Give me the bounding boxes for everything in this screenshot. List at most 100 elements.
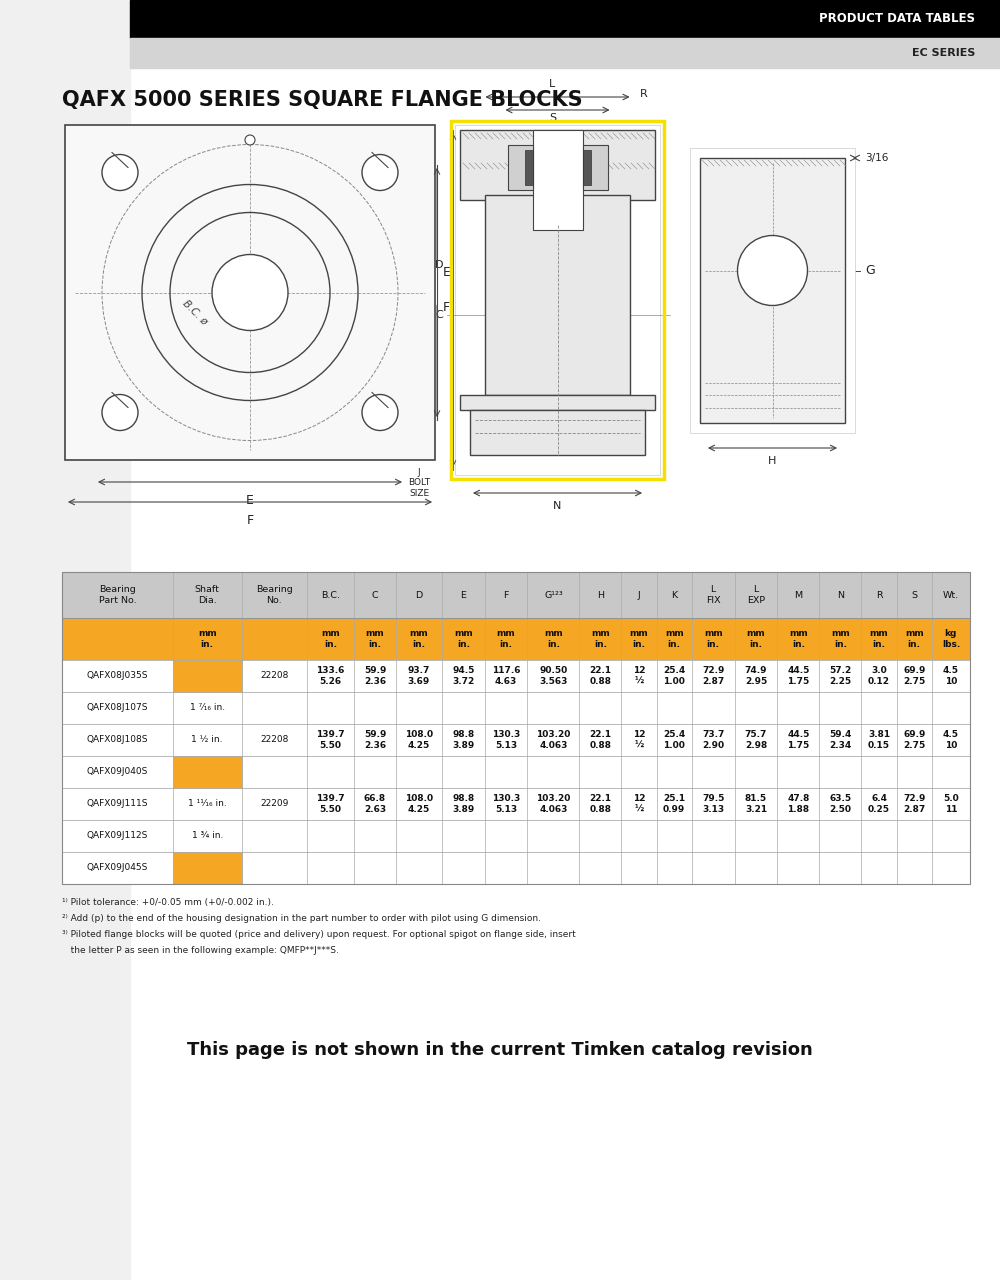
Text: 108.0
4.25: 108.0 4.25	[405, 795, 433, 814]
Text: L: L	[549, 79, 556, 90]
Text: the letter P as seen in the following example: QMFP**J***S.: the letter P as seen in the following ex…	[62, 946, 339, 955]
Bar	[700, 157, 845, 422]
Text: 72.9
2.87: 72.9 2.87	[702, 667, 724, 686]
Text: 12
½: 12 ½	[633, 795, 645, 814]
Text: Bearing
No.: Bearing No.	[256, 585, 292, 604]
Text: 133.6
5.26: 133.6 5.26	[316, 667, 344, 686]
Bar	[130, 38, 1000, 68]
Text: ¹⁾ Pilot tolerance: +0/-0.05 mm (+0/-0.002 in.).: ¹⁾ Pilot tolerance: +0/-0.05 mm (+0/-0.0…	[62, 899, 274, 908]
Text: R: R	[640, 90, 647, 99]
Bar	[173, 660, 242, 692]
Text: QAFX09J112S: QAFX09J112S	[87, 832, 148, 841]
Bar	[460, 396, 655, 410]
Bar	[470, 410, 645, 454]
Text: ²⁾ Add (p) to the end of the housing designation in the part number to order wit: ²⁾ Add (p) to the end of the housing des…	[62, 914, 541, 923]
Bar	[173, 852, 242, 884]
Bar	[62, 572, 970, 618]
Text: QAFX09J111S: QAFX09J111S	[87, 800, 148, 809]
Text: 73.7
2.90: 73.7 2.90	[702, 731, 724, 750]
Bar	[62, 572, 970, 884]
Text: 22208: 22208	[260, 736, 288, 745]
Text: 25.4
1.00: 25.4 1.00	[663, 667, 685, 686]
Text: 5.0
11: 5.0 11	[943, 795, 959, 814]
Text: ³⁾ Piloted flange blocks will be quoted (price and delivery) upon request. For o: ³⁾ Piloted flange blocks will be quoted …	[62, 931, 576, 940]
Text: N: N	[837, 590, 844, 599]
Text: 139.7
5.50: 139.7 5.50	[316, 795, 345, 814]
Text: 22.1
0.88: 22.1 0.88	[589, 795, 612, 814]
Text: M: M	[794, 590, 802, 599]
Text: QAFX09J045S: QAFX09J045S	[87, 864, 148, 873]
Text: This page is not shown in the current Timken catalog revision: This page is not shown in the current Ti…	[187, 1041, 813, 1059]
Text: mm
in.: mm in.	[870, 630, 888, 649]
Text: 57.2
2.25: 57.2 2.25	[829, 667, 852, 686]
Text: 90.50
3.563: 90.50 3.563	[539, 667, 568, 686]
Text: 35 mm: 35 mm	[187, 671, 227, 681]
Text: 44.5
1.75: 44.5 1.75	[787, 667, 810, 686]
Text: S: S	[911, 590, 917, 599]
Bar	[173, 756, 242, 788]
Bar	[62, 660, 970, 692]
Text: 1 ⁷⁄₁₆ in.: 1 ⁷⁄₁₆ in.	[190, 704, 225, 713]
Text: B.C.: B.C.	[321, 590, 340, 599]
Text: C: C	[372, 590, 378, 599]
Text: QAFX08J107S: QAFX08J107S	[87, 704, 148, 713]
Text: C: C	[435, 310, 443, 320]
Text: F: F	[503, 590, 509, 599]
Text: QAFX08J035S: QAFX08J035S	[87, 672, 148, 681]
Text: mm
in.: mm in.	[789, 630, 808, 649]
Text: mm
in.: mm in.	[704, 630, 723, 649]
Text: Bearing
Part No.: Bearing Part No.	[99, 585, 136, 604]
Text: EC SERIES: EC SERIES	[912, 47, 975, 58]
Text: 74.9
2.95: 74.9 2.95	[745, 667, 767, 686]
Text: 69.9
2.75: 69.9 2.75	[903, 667, 925, 686]
Bar	[582, 150, 590, 186]
Text: J: J	[638, 590, 640, 599]
Text: K: K	[604, 303, 611, 314]
Text: 130.3
5.13: 130.3 5.13	[492, 731, 520, 750]
Text: mm
in.: mm in.	[544, 630, 563, 649]
Text: mm
in.: mm in.	[905, 630, 924, 649]
Bar	[582, 145, 608, 189]
Text: 130.3
5.13: 130.3 5.13	[492, 795, 520, 814]
Text: D: D	[415, 590, 423, 599]
Text: 45 mm: 45 mm	[187, 863, 227, 873]
Text: 59.4
2.34: 59.4 2.34	[829, 731, 852, 750]
Bar	[62, 788, 970, 820]
Text: 98.8
3.89: 98.8 3.89	[452, 795, 474, 814]
Circle shape	[212, 255, 288, 330]
Text: mm
in.: mm in.	[665, 630, 684, 649]
Text: 22.1
0.88: 22.1 0.88	[589, 731, 612, 750]
Text: H: H	[559, 431, 566, 442]
Bar	[532, 131, 582, 230]
Text: 103.20
4.063: 103.20 4.063	[536, 731, 571, 750]
Text: 12
½: 12 ½	[633, 667, 645, 686]
Text: QAFX 5000 SERIES SQUARE FLANGE BLOCKS: QAFX 5000 SERIES SQUARE FLANGE BLOCKS	[62, 90, 583, 110]
Text: 94.5
3.72: 94.5 3.72	[452, 667, 474, 686]
Text: 25.1
0.99: 25.1 0.99	[663, 795, 685, 814]
Text: mm
in.: mm in.	[831, 630, 850, 649]
Bar	[524, 150, 532, 186]
Circle shape	[245, 134, 255, 145]
Circle shape	[738, 236, 808, 306]
Text: 22208: 22208	[260, 672, 288, 681]
Bar	[62, 692, 970, 724]
Text: Wt.: Wt.	[943, 590, 959, 599]
Bar	[130, 0, 1000, 38]
Text: H: H	[768, 456, 777, 466]
Text: 117.6
4.63: 117.6 4.63	[492, 667, 520, 686]
Text: 25.4
1.00: 25.4 1.00	[663, 731, 685, 750]
Text: PRODUCT DATA TABLES: PRODUCT DATA TABLES	[819, 13, 975, 26]
Text: 22.1
0.88: 22.1 0.88	[589, 667, 612, 686]
Text: L
EXP: L EXP	[747, 585, 765, 604]
Text: 108.0
4.25: 108.0 4.25	[405, 731, 433, 750]
Text: L
FIX: L FIX	[706, 585, 721, 604]
Text: kg
lbs.: kg lbs.	[942, 630, 960, 649]
Bar	[451, 122, 664, 479]
Text: 1 ½ in.: 1 ½ in.	[191, 736, 223, 745]
Text: 75.7
2.98: 75.7 2.98	[745, 731, 767, 750]
Text: 72.9
2.87: 72.9 2.87	[903, 795, 925, 814]
Text: G: G	[865, 264, 875, 276]
Text: E: E	[443, 266, 451, 279]
Text: N: N	[553, 500, 562, 511]
Text: mm
in.: mm in.	[630, 630, 648, 649]
